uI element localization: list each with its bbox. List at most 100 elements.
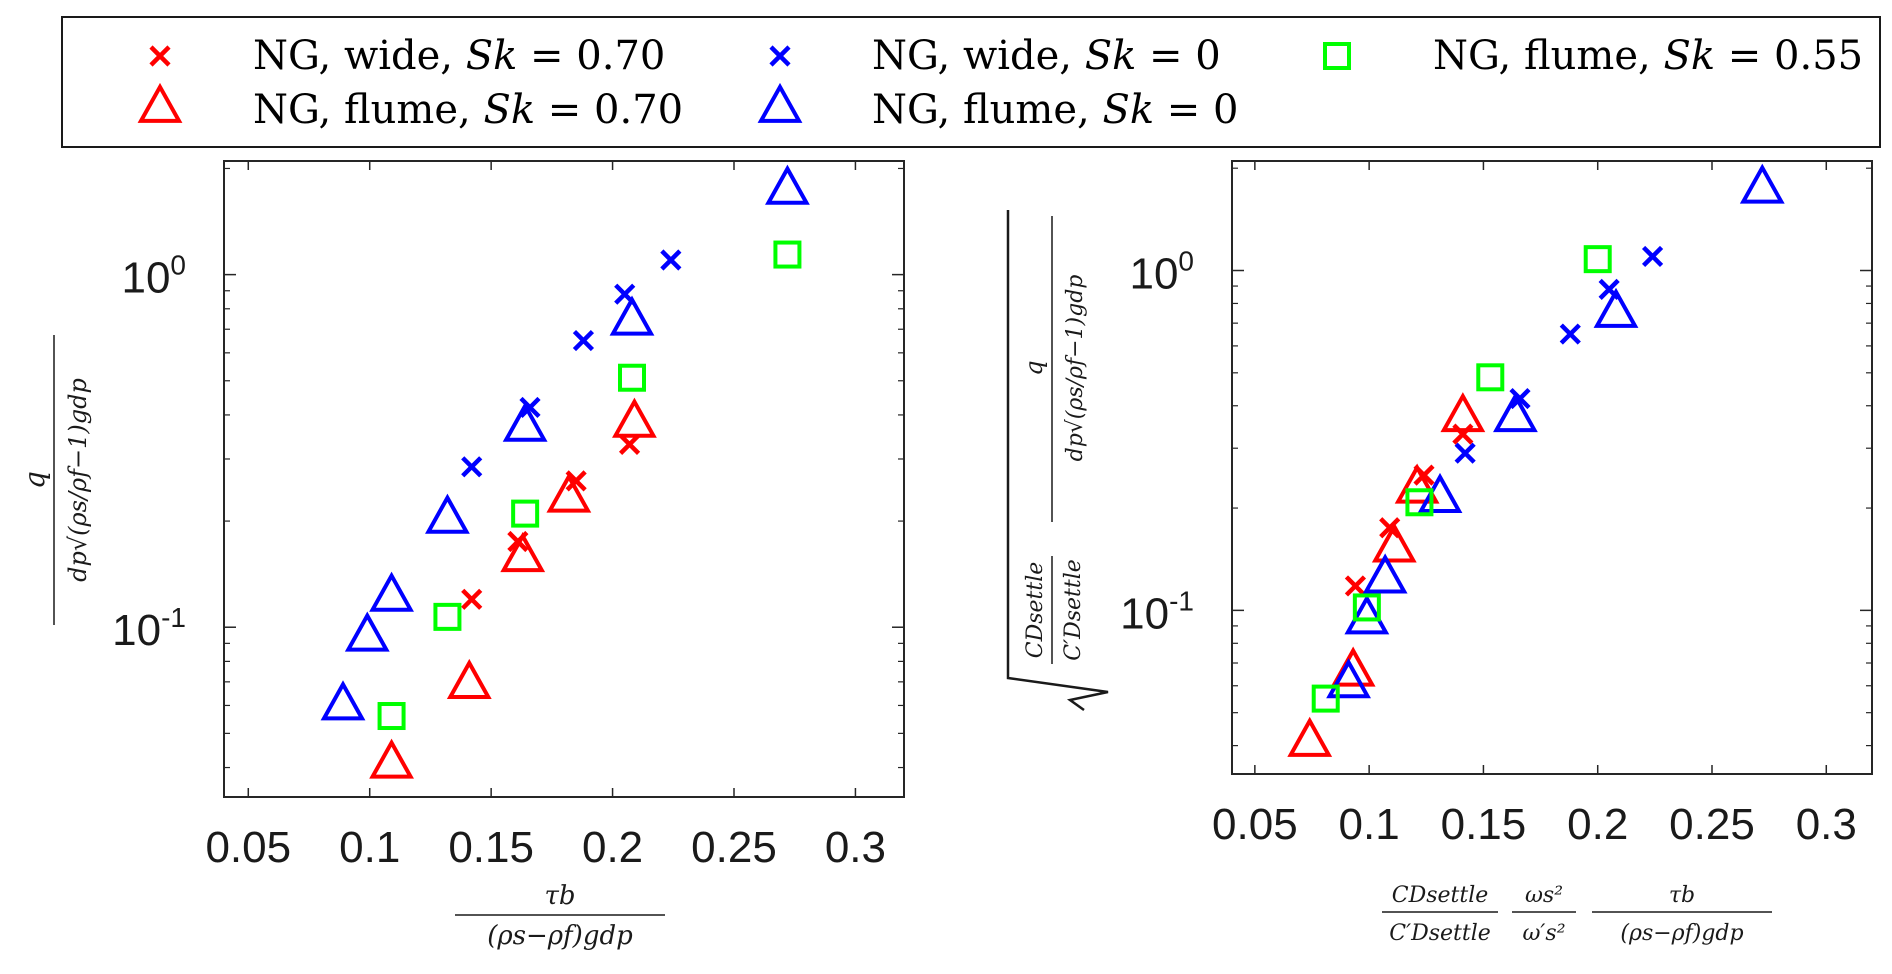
data-point (1362, 553, 1408, 594)
legend-entry-red-triangle: NG, flume, Sk = 0.70 (137, 82, 683, 133)
data-point (1371, 522, 1417, 563)
data-point (1440, 392, 1486, 433)
data-marks (1287, 163, 1785, 757)
data-point (1509, 387, 1531, 410)
data-point (519, 396, 541, 419)
data-point (612, 397, 657, 438)
data-point (461, 588, 483, 610)
data-point (1379, 517, 1401, 539)
data-point (1739, 163, 1785, 204)
data-point (1311, 684, 1340, 713)
y-label-numerator: q (1020, 360, 1048, 375)
sqrt-sign-icon (1006, 210, 1109, 712)
data-point (1326, 658, 1371, 699)
y-label-root-den: C′Dsettle (1061, 559, 1086, 661)
data-point (377, 702, 406, 731)
legend-entry-blue-triangle: NG, flume, Sk = 0 (757, 82, 1238, 133)
legend-marker (1323, 42, 1351, 70)
x-tick-label: 0.15 (1441, 800, 1527, 849)
data-point (765, 164, 810, 205)
x-tick-label: 0.3 (825, 823, 886, 872)
data-point (344, 611, 390, 652)
legend-marker (757, 82, 803, 123)
data-point (546, 472, 592, 513)
y-label-root-num: CDsettle (1023, 562, 1048, 659)
legend-marker (149, 45, 171, 67)
data-point (320, 680, 366, 721)
data-point (660, 249, 682, 271)
legend-label: NG, flume, Sk = 0 (872, 87, 1238, 133)
data-point (773, 240, 802, 269)
x-label-f1-den: C′Dsettle (1389, 921, 1491, 946)
ticks: 0.05 0.1 0.15 0.2 0.25 0.3 10-1 100 (1120, 161, 1872, 849)
x-label-f1-num: CDsettle (1392, 883, 1489, 908)
legend-marker-triangle-icon (137, 82, 183, 123)
legend-marker-square-icon (1323, 42, 1351, 70)
legend-marker (137, 82, 183, 123)
x-tick-label: 0.25 (1669, 800, 1755, 849)
ticks: 0.05 0.1 0.15 0.2 0.25 0.3 10-1 100 (112, 161, 904, 872)
data-point (1405, 488, 1434, 517)
data-point (425, 493, 470, 534)
data-point (1287, 716, 1333, 757)
x-tick-label: 0.15 (448, 823, 534, 872)
data-point (1593, 287, 1639, 328)
legend-label: NG, wide, Sk = 0 (872, 33, 1221, 79)
data-point (618, 433, 641, 455)
data-point (618, 363, 646, 392)
data-point (1394, 463, 1440, 504)
data-point (609, 295, 655, 336)
legend-marker (769, 45, 791, 67)
data-point (1452, 423, 1474, 445)
data-point (572, 329, 595, 352)
right-scatter-chart: 0.05 0.1 0.15 0.2 0.25 0.3 10-1 100 CDsettle C′… (1006, 160, 1873, 946)
y-label-denominator: dp√(ρs/ρf−1)gdp (64, 378, 92, 582)
x-label-f2-den: ω′s² (1522, 921, 1565, 946)
legend-label: NG, flume, Sk = 0.70 (253, 87, 683, 133)
data-point (446, 658, 492, 699)
data-point (502, 401, 548, 442)
x-axis-label: CDsettle C′Dsettle ωs² ω′s² τb (ρs−ρf)gd… (1382, 883, 1772, 946)
legend-entry-red-x: NG, wide, Sk = 0.70 (149, 33, 665, 79)
data-point (1641, 245, 1664, 268)
data-point (461, 456, 483, 478)
x-tick-label: 0.2 (1567, 800, 1628, 849)
x-label-denominator: (ρs−ρf)gdp (487, 921, 633, 951)
data-point (1454, 442, 1476, 464)
x-tick-label: 0.25 (691, 823, 777, 872)
y-label-numerator: q (18, 471, 51, 489)
data-point (1493, 392, 1538, 433)
left-scatter-chart: 0.05 0.1 0.15 0.2 0.25 0.3 10-1 100 τb (ρs−ρf)g… (18, 160, 905, 951)
legend-label: NG, wide, Sk = 0.70 (253, 33, 665, 79)
y-tick-label: 100 (121, 250, 186, 303)
x-label-numerator: τb (544, 881, 575, 911)
legend: NG, wide, Sk = 0.70 NG, flume, Sk = 0.70… (61, 16, 1881, 148)
x-label-f2-num: ωs² (1525, 883, 1563, 908)
data-point (1344, 594, 1390, 635)
x-label-f3-den: (ρs−ρf)gdp (1620, 921, 1743, 946)
data-point (1583, 245, 1612, 274)
x-axis-label: τb (ρs−ρf)gdp (455, 881, 665, 951)
data-point (433, 602, 462, 631)
legend-marker-x-icon (149, 45, 171, 67)
data-point (369, 738, 414, 779)
y-tick-label: 10-1 (112, 602, 186, 655)
data-point (1352, 593, 1381, 622)
legend-entry-blue-x: NG, wide, Sk = 0 (769, 33, 1221, 79)
x-tick-label: 0.1 (1339, 800, 1400, 849)
data-point (1476, 363, 1505, 392)
legend-entry-green-square: NG, flume, Sk = 0.55 (1323, 33, 1863, 79)
data-point (369, 571, 414, 612)
legend-marker-triangle-icon (757, 82, 803, 123)
y-tick-label: 100 (1129, 246, 1194, 299)
y-label-denominator: dp√(ρs/ρf−1)gdp (1063, 275, 1088, 462)
x-tick-label: 0.05 (205, 823, 291, 872)
data-point (1559, 323, 1581, 345)
plot-frame (223, 160, 905, 798)
legend-marker-x-icon (769, 45, 791, 67)
y-axis-label: q dp√(ρs/ρf−1)gdp (18, 335, 92, 625)
x-label-f3-num: τb (1669, 883, 1695, 908)
legend-label: NG, flume, Sk = 0.55 (1433, 33, 1863, 79)
data-point (1344, 575, 1367, 597)
x-tick-label: 0.3 (1796, 800, 1857, 849)
